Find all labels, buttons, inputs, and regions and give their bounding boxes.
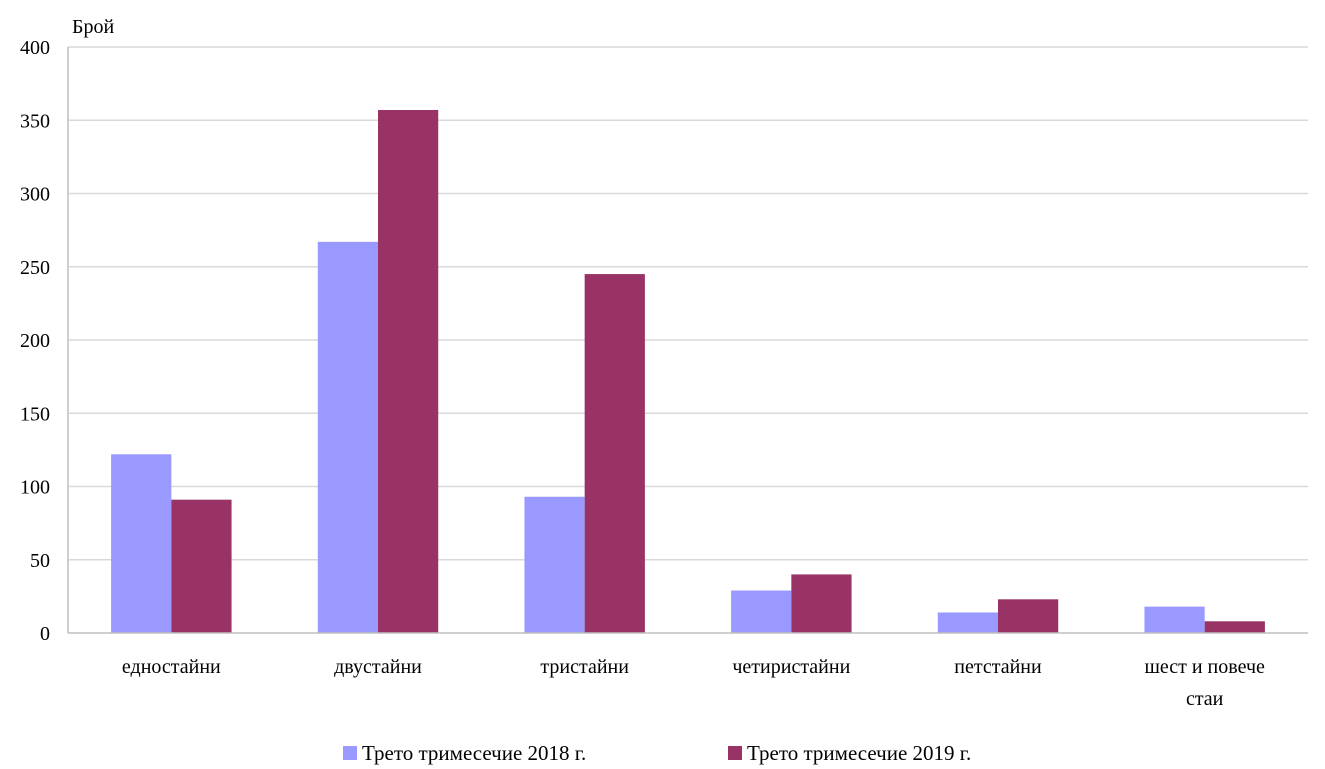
bar-series-1-cat-1 <box>111 454 172 633</box>
bar-series-2-cat-3 <box>584 274 645 633</box>
y-tick-label: 400 <box>20 37 50 59</box>
y-tick-label: 50 <box>30 550 50 572</box>
bar-series-1-cat-6 <box>1144 606 1205 633</box>
legend-swatch <box>728 746 742 760</box>
y-axis-label: Брой <box>72 16 114 38</box>
bar-series-2-cat-5 <box>998 599 1059 633</box>
category-label-line: стаи <box>1186 688 1224 710</box>
bar-series-2-cat-1 <box>171 499 232 633</box>
y-tick-label: 0 <box>40 623 50 645</box>
y-tick-label: 200 <box>20 330 50 352</box>
bar-series-2-cat-4 <box>791 574 852 633</box>
legend-item: Трето тримесечие 2018 г. <box>343 741 586 765</box>
legend-label: Трето тримесечие 2018 г. <box>362 741 586 765</box>
category-label-line: едностайни <box>122 656 221 678</box>
legend-swatch <box>343 746 357 760</box>
bar-series-1-cat-2 <box>317 241 378 633</box>
y-tick-label: 250 <box>20 257 50 279</box>
bar-series-1-cat-3 <box>524 496 585 633</box>
legend: Трето тримесечие 2018 г. Трето тримесечие… <box>343 741 971 765</box>
y-tick-label: 150 <box>20 403 50 425</box>
category-label-line: шест и повече <box>1144 656 1265 678</box>
category-label-line: петстайни <box>954 656 1042 678</box>
legend-label: Трето тримесечие 2019 г. <box>747 741 971 765</box>
category-label-line: четиристайни <box>732 656 850 678</box>
category-label-line: тристайни <box>540 656 629 678</box>
y-tick-labels: 0 50 100 150 200 250 300 350 400 <box>20 37 50 645</box>
bars <box>111 109 1265 634</box>
legend-item: Трето тримесечие 2019 г. <box>728 741 971 765</box>
category-label: едностайни <box>122 656 221 678</box>
category-label: шест и повече стаи <box>1144 656 1265 710</box>
category-label-line: двустайни <box>334 656 422 678</box>
category-label: двустайни <box>334 656 422 678</box>
category-labels: едностайни двустайни тристайни четиристайни… <box>122 656 1265 710</box>
bar-series-1-cat-5 <box>937 612 998 633</box>
category-label: четиристайни <box>732 656 850 678</box>
y-tick-label: 100 <box>20 477 50 499</box>
bar-series-2-cat-2 <box>378 109 439 634</box>
y-tick-label: 300 <box>20 184 50 206</box>
bar-series-2-cat-6 <box>1204 621 1265 633</box>
category-label: петстайни <box>954 656 1042 678</box>
bar-series-1-cat-4 <box>731 590 792 633</box>
category-label: тристайни <box>540 656 629 678</box>
y-tick-label: 350 <box>20 110 50 132</box>
gridlines <box>68 46 1308 561</box>
